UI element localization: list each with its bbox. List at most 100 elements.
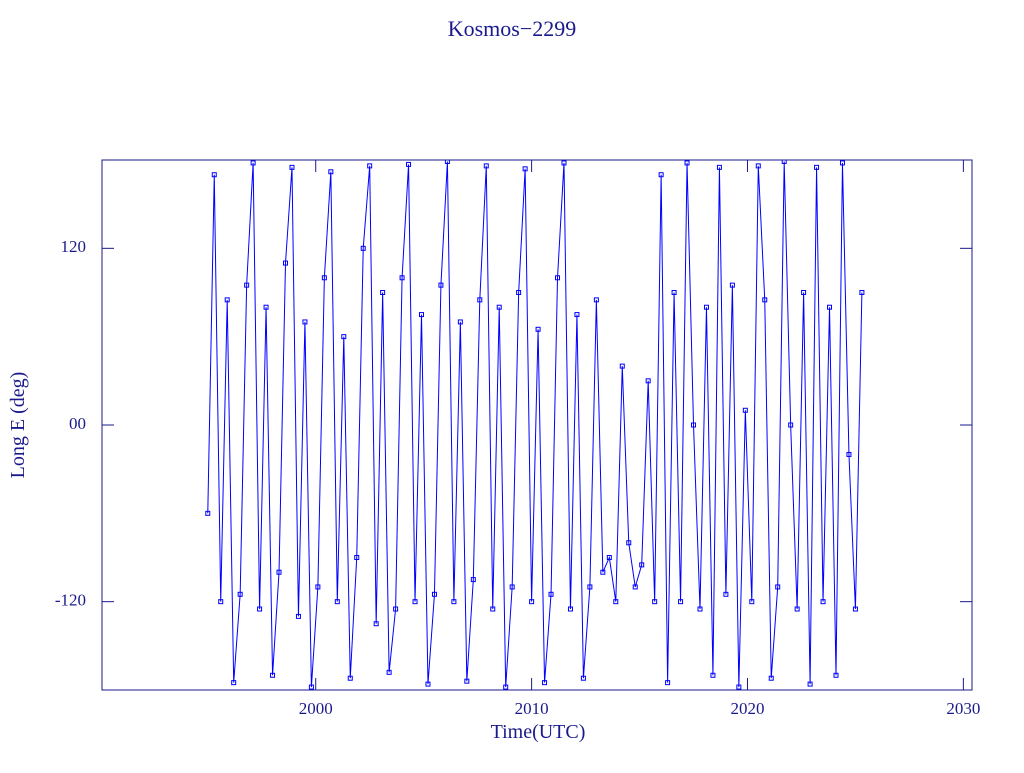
chart-title: Kosmos−2299 <box>448 16 577 41</box>
y-tick-label: 00 <box>69 414 86 433</box>
y-tick-label: -120 <box>55 591 86 610</box>
plot-area <box>205 160 865 690</box>
data-point <box>827 304 833 310</box>
data-point <box>775 584 781 590</box>
x-tick-label: 2030 <box>946 699 980 718</box>
data-point <box>645 378 651 384</box>
x-tick-label: 2000 <box>299 699 333 718</box>
data-point <box>328 169 334 175</box>
data-point <box>561 160 567 166</box>
data-point <box>580 675 586 681</box>
data-point <box>393 606 399 612</box>
data-point <box>587 584 593 590</box>
data-point <box>431 591 437 597</box>
data-point <box>308 684 314 690</box>
data-point <box>347 675 353 681</box>
data-point <box>768 675 774 681</box>
data-point <box>703 304 709 310</box>
data-point <box>710 672 716 678</box>
data-point <box>367 163 373 169</box>
data-point <box>762 297 768 303</box>
data-point <box>276 569 282 575</box>
data-point <box>341 334 347 340</box>
data-point <box>386 669 392 675</box>
data-point <box>503 684 509 690</box>
data-point <box>237 591 243 597</box>
data-point <box>218 599 224 605</box>
data-point <box>412 599 418 605</box>
data-point <box>852 606 858 612</box>
data-point <box>231 680 237 686</box>
data-point <box>736 684 742 690</box>
x-tick-label: 2010 <box>515 699 549 718</box>
data-point <box>490 606 496 612</box>
data-point <box>749 599 755 605</box>
data-point <box>477 297 483 303</box>
data-point <box>794 606 800 612</box>
data-point <box>801 290 807 295</box>
data-point <box>567 606 573 612</box>
data-point <box>755 163 761 169</box>
data-point <box>282 260 288 266</box>
data-point <box>846 451 852 457</box>
data-point <box>697 606 703 612</box>
data-point <box>263 304 269 310</box>
data-point <box>224 297 230 303</box>
data-point <box>270 672 276 678</box>
data-point <box>671 290 677 295</box>
x-axis-label: Time(UTC) <box>491 721 586 743</box>
data-point <box>723 591 729 597</box>
data-point <box>470 577 476 583</box>
data-point <box>606 555 612 560</box>
data-point <box>289 164 295 170</box>
data-point <box>360 245 366 251</box>
data-point <box>334 599 340 605</box>
data-point <box>522 166 528 172</box>
data-point <box>574 312 580 318</box>
data-point <box>729 282 735 288</box>
data-point <box>257 606 263 612</box>
data-point <box>444 160 450 164</box>
data-point <box>483 163 489 169</box>
data-point <box>632 584 638 590</box>
data-point <box>658 172 664 178</box>
data-point <box>839 160 845 166</box>
data-point <box>354 555 360 560</box>
data-point <box>451 599 457 605</box>
data-point <box>542 680 548 686</box>
data-point <box>295 613 301 619</box>
data-point <box>406 161 412 167</box>
data-point <box>244 282 250 288</box>
data-point <box>716 164 722 170</box>
data-point <box>665 680 671 686</box>
data-point <box>321 275 327 281</box>
data-point <box>211 172 217 178</box>
y-tick-label: 120 <box>61 237 87 256</box>
data-point <box>600 569 606 575</box>
data-point <box>399 275 405 281</box>
data-point <box>535 326 541 332</box>
data-point <box>380 290 386 295</box>
data-point <box>788 422 794 428</box>
data-point <box>820 599 826 605</box>
data-point <box>496 304 502 310</box>
data-point <box>639 562 645 568</box>
data-point <box>529 599 535 605</box>
data-point <box>425 681 431 687</box>
data-point <box>652 599 658 605</box>
data-point <box>691 422 697 428</box>
data-point <box>619 363 625 369</box>
data-point <box>457 319 463 325</box>
y-axis-label: Long E (deg) <box>7 372 29 479</box>
data-point <box>613 599 619 605</box>
data-point <box>205 510 211 516</box>
data-point <box>315 584 321 590</box>
data-point <box>684 160 690 166</box>
data-point <box>548 591 554 597</box>
data-point <box>814 164 820 170</box>
data-line <box>207 161 863 688</box>
data-point <box>859 290 865 295</box>
data-point <box>555 275 561 281</box>
data-point <box>302 319 308 325</box>
